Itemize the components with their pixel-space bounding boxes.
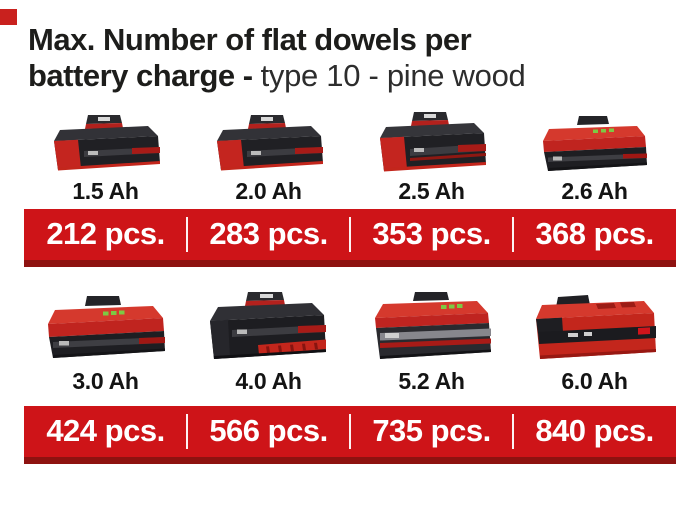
title-line2: battery charge - type 10 - pine wood (28, 58, 526, 94)
battery-photo-1-5ah (53, 115, 160, 171)
capacity-label: 2.6 Ah (561, 178, 628, 204)
battery-cell-1-5ah: 1.5 Ah (24, 110, 187, 205)
battery-image-wrap (41, 286, 171, 364)
result-bar-row-1: 212 pcs. 283 pcs. 353 pcs. 368 pcs. (24, 209, 676, 267)
battery-photo-6-0ah (535, 295, 656, 359)
page-title: Max. Number of flat dowels per battery c… (28, 22, 526, 94)
battery-image-wrap (211, 110, 327, 174)
battery-photo-4-0ah (209, 292, 326, 359)
pcs-value: 840 pcs. (535, 413, 654, 448)
result-bar-row-2: 424 pcs. 566 pcs. 735 pcs. 840 pcs. (24, 406, 676, 464)
battery-image-wrap (537, 110, 653, 174)
pcs-value: 566 pcs. (209, 413, 328, 448)
result-cell: 424 pcs. (24, 406, 187, 464)
battery-image-wrap (530, 286, 660, 364)
result-cell: 566 pcs. (186, 406, 350, 464)
title-line1: Max. Number of flat dowels per (28, 22, 472, 57)
battery-image-wrap (374, 110, 490, 174)
battery-cell-2-5ah: 2.5 Ah (350, 110, 513, 205)
pcs-value: 283 pcs. (209, 216, 328, 251)
battery-photo-3-0ah (47, 296, 165, 358)
battery-cell-5-2ah: 5.2 Ah (350, 286, 513, 395)
result-cell: 353 pcs. (349, 209, 513, 267)
capacity-label: 4.0 Ah (235, 368, 302, 394)
battery-figure-row-1: 1.5 Ah 2.0 Ah (24, 110, 676, 205)
battery-image-wrap (48, 110, 164, 174)
battery-photo-2-6ah (542, 116, 647, 171)
capacity-label: 3.0 Ah (72, 368, 139, 394)
battery-figure-row-2: 3.0 Ah (24, 286, 676, 395)
title-line2-regular: type 10 - pine wood (260, 58, 526, 93)
capacity-label: 2.5 Ah (398, 178, 465, 204)
result-cell: 840 pcs. (512, 406, 676, 464)
battery-cell-6-0ah: 6.0 Ah (513, 286, 676, 395)
battery-photo-2-5ah (379, 112, 486, 172)
capacity-label: 5.2 Ah (398, 368, 465, 394)
title-line2-bold: battery charge - (28, 58, 253, 93)
brand-red-square (0, 9, 17, 25)
pcs-value: 735 pcs. (372, 413, 491, 448)
battery-cell-2-6ah: 2.6 Ah (513, 110, 676, 205)
pcs-value: 212 pcs. (46, 216, 165, 251)
capacity-label: 1.5 Ah (72, 178, 139, 204)
result-cell: 212 pcs. (24, 209, 187, 267)
result-cell: 368 pcs. (512, 209, 676, 267)
result-cell: 283 pcs. (186, 209, 350, 267)
pcs-value: 368 pcs. (535, 216, 654, 251)
pcs-value: 353 pcs. (372, 216, 491, 251)
result-cell: 735 pcs. (349, 406, 513, 464)
capacity-label: 6.0 Ah (561, 368, 628, 394)
pcs-value: 424 pcs. (46, 413, 165, 448)
battery-cell-2-0ah: 2.0 Ah (187, 110, 350, 205)
battery-cell-4-0ah: 4.0 Ah (187, 286, 350, 395)
capacity-label: 2.0 Ah (235, 178, 302, 204)
battery-image-wrap (367, 286, 497, 364)
battery-image-wrap (204, 286, 334, 364)
battery-photo-5-2ah (374, 292, 491, 359)
battery-cell-3-0ah: 3.0 Ah (24, 286, 187, 395)
battery-photo-2-0ah (216, 115, 323, 171)
